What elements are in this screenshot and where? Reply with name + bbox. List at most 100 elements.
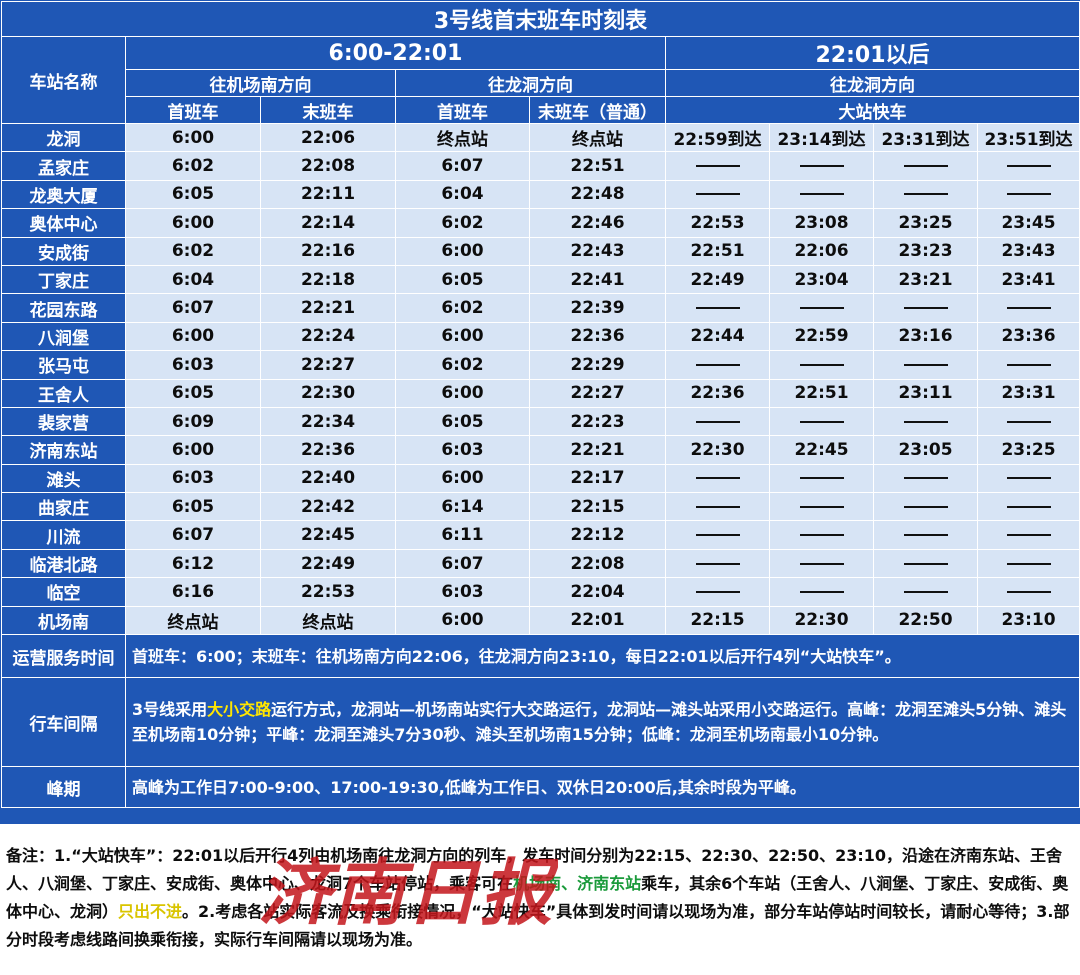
airport-first-time: 6:03 (125, 350, 261, 380)
interval-text: 3号线采用大小交路运行方式，龙洞站—机场南站实行大交路运行，龙洞站—滩头站采用小… (125, 677, 1080, 768)
no-stop-dash (665, 293, 770, 323)
station-name: 花园东路 (1, 293, 126, 323)
service-time-text: 首班车：6:00；末班车：往机场南方向22:06，往龙洞方向23:10，每日22… (125, 634, 1080, 679)
station-header: 车站名称 (1, 36, 126, 124)
airport-first-time: 6:05 (125, 179, 261, 210)
no-stop-dash (665, 151, 770, 181)
longdong-last-time: 22:39 (529, 293, 666, 323)
longdong-last-time: 22:04 (529, 577, 666, 607)
remarks: 备注：1.“大站快车”：22:01以后开行4列由机场南往龙洞方向的列车，发车时间… (0, 824, 1080, 975)
station-name: 孟家庄 (1, 151, 126, 181)
longdong-first-time: 6:05 (395, 264, 530, 295)
no-stop-dash (977, 151, 1080, 181)
airport-last-time: 22:36 (260, 435, 396, 465)
last-train-header: 末班车 (260, 96, 396, 124)
airport-last-time: 22:11 (260, 179, 396, 210)
express-time: 22:50 (873, 605, 978, 636)
direction-longdong-night-header: 往龙洞方向 (665, 69, 1080, 97)
no-stop-dash (769, 151, 874, 181)
longdong-last-time: 22:15 (529, 492, 666, 522)
no-stop-dash (873, 463, 978, 494)
table-row: 丁家庄 6:04 22:18 6:05 22:41 22:49 23:04 23:21 23:4… (1, 264, 1080, 295)
no-stop-dash (769, 350, 874, 380)
no-stop-dash (769, 548, 874, 579)
no-stop-dash (769, 520, 874, 550)
dash-mark (695, 420, 740, 423)
table-row: 济南东站 6:00 22:36 6:03 22:21 22:30 22:45 23:05 23:… (1, 435, 1080, 465)
express-time: 23:21 (873, 264, 978, 295)
airport-first-time: 6:16 (125, 577, 261, 607)
express-time: 22:06 (769, 236, 874, 266)
table-row: 曲家庄 6:05 22:42 6:14 22:15 (1, 492, 1080, 522)
airport-last-time: 22:53 (260, 577, 396, 607)
no-stop-dash (977, 463, 1080, 494)
no-stop-dash (977, 179, 1080, 210)
dash-mark (1006, 363, 1051, 366)
table-row: 临港北路 6:12 22:49 6:07 22:08 (1, 548, 1080, 579)
express-time: 22:15 (665, 605, 770, 636)
express-time: 23:25 (977, 435, 1080, 465)
longdong-last-time: 终点站 (529, 122, 666, 153)
longdong-last-time: 22:27 (529, 378, 666, 408)
table-row: 王舍人 6:05 22:30 6:00 22:27 22:36 22:51 23:11 23:3… (1, 378, 1080, 408)
longdong-first-time: 6:04 (395, 179, 530, 210)
interval-label: 行车间隔 (1, 677, 126, 768)
longdong-first-time: 6:00 (395, 378, 530, 408)
longdong-first-time: 6:14 (395, 492, 530, 522)
express-time: 22:59 (769, 321, 874, 352)
dash-mark (799, 193, 844, 196)
express-time: 22:51 (769, 378, 874, 408)
no-stop-dash (873, 577, 978, 607)
longdong-last-time: 22:17 (529, 463, 666, 494)
longdong-first-time: 6:00 (395, 463, 530, 494)
page-title: 3号线首末班车时刻表 (1, 1, 1080, 37)
longdong-last-time: 22:43 (529, 236, 666, 266)
dash-mark (799, 590, 844, 593)
station-name: 丁家庄 (1, 264, 126, 295)
longdong-last-time: 22:29 (529, 350, 666, 380)
dash-mark (903, 193, 948, 196)
dash-mark (903, 505, 948, 508)
express-time: 22:30 (769, 605, 874, 636)
express-time: 23:10 (977, 605, 1080, 636)
dash-mark (903, 562, 948, 565)
station-name: 裴家营 (1, 406, 126, 437)
express-time: 23:31到达 (873, 122, 978, 153)
dash-mark (799, 534, 844, 537)
direction-airport-header: 往机场南方向 (125, 69, 396, 97)
interval-text-post: 运行方式，龙洞站—机场南站实行大交路运行，龙洞站—滩头站采用小交路运行。高峰：龙… (132, 700, 1067, 745)
no-stop-dash (977, 577, 1080, 607)
remarks-exit-only: 只出不进 (118, 902, 183, 921)
remarks-part2: 乘车，其余6个车站（王舍人、八涧堡、丁家庄、安成街、奥体中心、龙洞） (6, 874, 1069, 921)
express-time: 23:08 (769, 208, 874, 238)
dash-mark (695, 534, 740, 537)
longdong-last-time: 22:36 (529, 321, 666, 352)
longdong-first-time: 6:02 (395, 350, 530, 380)
no-stop-dash (977, 293, 1080, 323)
longdong-first-time: 6:03 (395, 435, 530, 465)
no-stop-dash (769, 406, 874, 437)
express-time: 23:45 (977, 208, 1080, 238)
longdong-last-time: 22:51 (529, 151, 666, 181)
station-name: 安成街 (1, 236, 126, 266)
station-name: 龙奥大厦 (1, 179, 126, 210)
express-time: 23:51到达 (977, 122, 1080, 153)
dash-mark (903, 477, 948, 480)
airport-last-time: 22:27 (260, 350, 396, 380)
no-stop-dash (665, 463, 770, 494)
longdong-last-time: 22:41 (529, 264, 666, 295)
longdong-first-time: 6:00 (395, 236, 530, 266)
dash-mark (799, 307, 844, 310)
station-name: 王舍人 (1, 378, 126, 408)
longdong-first-time: 终点站 (395, 122, 530, 153)
remarks-green-stations: 机场南、济南东站 (513, 874, 642, 893)
airport-last-time: 22:49 (260, 548, 396, 579)
dash-mark (903, 165, 948, 168)
airport-first-time: 6:00 (125, 208, 261, 238)
dash-mark (1006, 590, 1051, 593)
no-stop-dash (977, 520, 1080, 550)
airport-first-time: 6:02 (125, 151, 261, 181)
express-time: 23:14到达 (769, 122, 874, 153)
dash-mark (799, 505, 844, 508)
express-time: 22:59到达 (665, 122, 770, 153)
